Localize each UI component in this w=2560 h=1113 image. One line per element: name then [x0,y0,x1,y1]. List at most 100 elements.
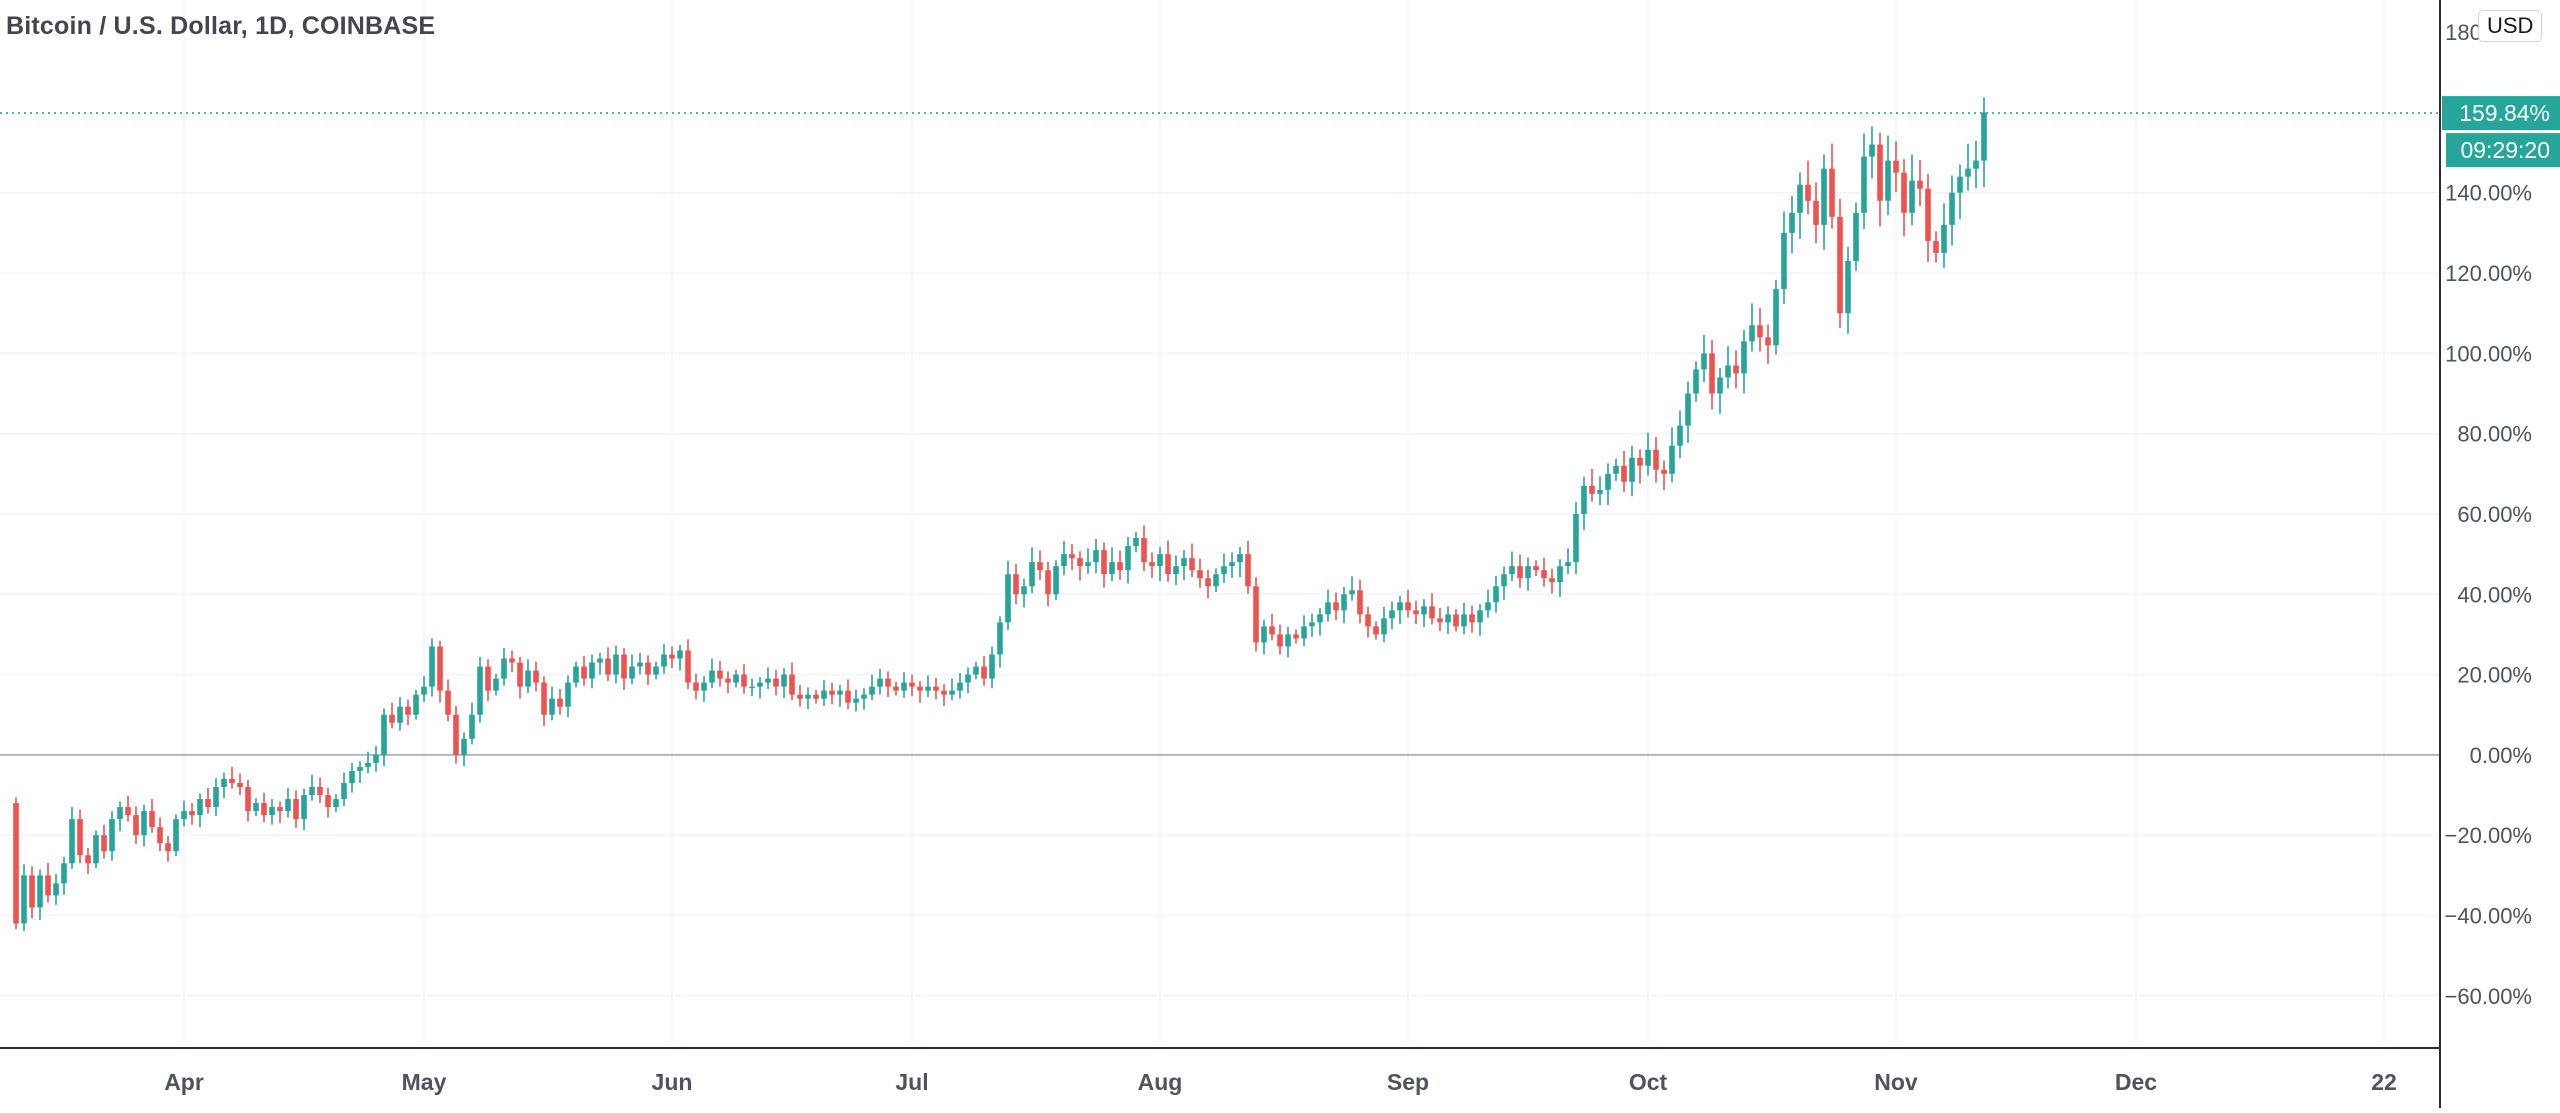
candle-body [61,863,67,884]
candle [517,656,523,699]
candle [965,667,971,694]
y-tick-label: 20.00% [2457,663,2532,688]
candle-body [1021,586,1027,595]
candle [1373,621,1379,640]
candle-body [1485,602,1491,611]
candle-body [1229,562,1235,567]
candle-body [941,690,947,695]
candle [429,638,435,697]
candle [605,647,611,681]
candle-body [1781,232,1787,290]
candle [1941,203,1947,268]
x-tick-label: Aug [1138,1069,1183,1095]
candle [1261,619,1267,655]
candle-body [1877,144,1883,201]
reference-lines [0,112,2440,756]
candle [1645,432,1651,476]
candle-body [509,658,515,663]
candle-body [293,799,299,820]
candle [1973,140,1979,189]
candle-body [1101,550,1107,575]
candle [1565,548,1571,575]
candle-body [1501,574,1507,587]
candle [1533,560,1539,577]
candle-body [1285,634,1291,647]
candle-body [709,670,715,683]
candle-body [917,686,923,691]
candle-body [1925,188,1931,241]
candle-body [1549,578,1555,583]
candle [1341,586,1347,624]
candle [1421,599,1427,627]
candle [1365,606,1371,638]
currency-button[interactable]: USD [2478,10,2543,42]
candle [1893,141,1899,193]
candle-body [1413,610,1419,615]
candle-body [1773,289,1779,346]
candle-body [813,694,819,699]
y-tick-label: −40.00% [2445,903,2532,928]
candle-body [1917,180,1923,189]
candle [1381,606,1387,643]
candle [1213,568,1219,593]
candle-body [765,678,771,683]
candle-body [1509,566,1515,575]
candle-body [797,694,803,699]
candle [181,800,187,827]
y-tick-label: 80.00% [2457,422,2532,447]
candle-body [333,799,339,808]
candle [717,660,723,687]
candle-body [1973,160,1979,169]
candle-body [1701,353,1707,370]
candle-body [733,674,739,683]
candle [1277,624,1283,655]
candle-body [221,778,227,788]
candle-body [181,811,187,820]
candle [77,809,83,864]
candle [165,835,171,862]
candle [93,830,99,869]
candle-body [1589,485,1595,494]
candle [285,787,291,818]
candle-body [469,714,475,739]
candle [1357,579,1363,624]
candle [1725,346,1731,389]
candle-body [1901,172,1907,213]
candle [1877,132,1883,227]
candle-body [1885,160,1891,201]
candle-body [981,666,987,679]
candle [109,811,115,861]
candle [1957,164,1963,220]
candle [213,778,219,816]
candle [349,762,355,793]
candle-body [1613,465,1619,474]
candle-body [485,666,491,691]
grid-lines [0,0,2440,1048]
candle-body [1213,574,1219,587]
candle [613,645,619,684]
candle-body [245,787,251,812]
candle [1589,468,1595,502]
candle [829,682,835,705]
candle [653,661,659,680]
candle [1901,159,1907,237]
candle-body [301,795,307,820]
candle [1869,126,1875,179]
candle [645,655,651,686]
candle [1157,547,1163,582]
candle [61,856,67,895]
candle-body [173,819,179,852]
candle [621,648,627,690]
candle [117,801,123,832]
candle [365,751,371,774]
candle [445,679,451,722]
candle-body [365,762,371,767]
candle [69,807,75,869]
candle-body [381,714,387,755]
x-tick-label: Dec [2115,1069,2157,1095]
candle-body [53,883,59,896]
candle [997,616,1003,668]
